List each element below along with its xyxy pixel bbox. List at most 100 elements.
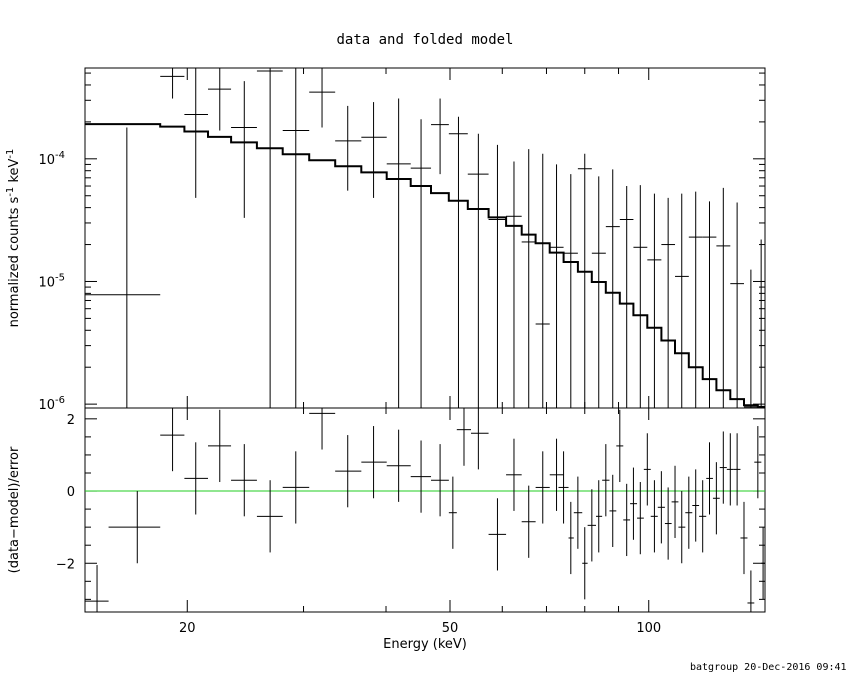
data-point [688, 191, 703, 408]
y-tick-label: 0 [67, 485, 75, 500]
data-point [743, 269, 758, 408]
residual-point [506, 438, 522, 511]
residual-point [160, 408, 185, 472]
spectrum-y-axis-title-sup1: -1 [5, 187, 16, 197]
spectrum-y-tick-labels: 10-410-510-6 [38, 150, 65, 413]
residual-point [85, 565, 109, 612]
residual-point [521, 485, 536, 558]
residual-point [678, 491, 686, 564]
y-tick-label: 2 [67, 413, 75, 428]
residual-point [361, 426, 387, 499]
data-point [591, 176, 606, 408]
y-tick-label: −2 [56, 557, 75, 572]
residual-point [431, 444, 449, 517]
y-tick-label-base: 10 [38, 153, 55, 168]
data-point [702, 201, 717, 408]
residual-point [623, 483, 631, 557]
residual-y-tick-labels: 2 0 −2 [56, 413, 75, 572]
data-point [506, 161, 522, 408]
footer-timestamp: batgroup 20-Dec-2016 09:41 [690, 662, 847, 673]
spectrum-panel-ticks [85, 68, 765, 408]
residual-point [740, 501, 748, 575]
x-tick-label: 20 [179, 621, 196, 636]
residual-point [699, 480, 707, 553]
y-tick-label: 10-5 [38, 272, 65, 290]
residual-y-axis-title: (data−model)/error [7, 446, 22, 573]
y-tick-label: 10-4 [38, 150, 65, 168]
data-point [231, 81, 257, 218]
residual-point [733, 433, 741, 506]
energy-x-tick-labels: 20 50 100 [179, 621, 661, 636]
y-tick-label-base: 10 [38, 275, 55, 290]
residual-point [582, 527, 588, 600]
residual-point [637, 482, 644, 555]
residual-point [208, 409, 232, 483]
x-tick-label: 100 [636, 621, 661, 636]
residual-point [470, 408, 489, 470]
residual-point [596, 480, 603, 553]
residual-point [609, 474, 617, 548]
data-point [448, 116, 468, 408]
data-point [431, 98, 449, 175]
data-point [716, 187, 731, 408]
folded-model-histogram [85, 123, 765, 408]
residual-point [231, 444, 257, 517]
residual-point [602, 444, 610, 517]
data-point [675, 193, 689, 408]
data-point [410, 119, 432, 408]
residual-point [535, 451, 550, 524]
data-point [309, 68, 336, 128]
spectrum-y-axis-title-part2: keV [7, 158, 22, 186]
residual-point [643, 433, 651, 506]
spectrum-y-axis-title: normalized counts s-1 keV-1 [5, 149, 23, 328]
x-tick-label: 50 [442, 621, 459, 636]
residual-point [630, 467, 638, 540]
residual-point [650, 480, 658, 553]
residual-point [568, 501, 574, 575]
residual-point [386, 429, 411, 502]
residual-point [448, 476, 457, 549]
residual-panel-frame [84, 407, 766, 613]
residual-point [761, 527, 765, 600]
data-point [549, 164, 564, 408]
y-tick-label-exponent: -4 [55, 150, 65, 161]
data-point [361, 102, 387, 198]
data-point [563, 174, 578, 408]
data-points [85, 68, 765, 408]
data-point [605, 169, 620, 408]
residual-point [108, 491, 161, 564]
data-point [335, 105, 362, 191]
residual-point [719, 431, 727, 504]
residual-point [256, 480, 283, 553]
residual-panel: 20−2 20 50 100 (data−model)/error Energy (… [7, 407, 766, 652]
spectrum-panel: 10-410-510-6 normalized counts s-1 keV-1 [5, 67, 766, 413]
residual-point [282, 451, 310, 524]
data-point [282, 68, 310, 408]
residual-point [692, 469, 700, 542]
y-tick-label-exponent: -6 [55, 395, 65, 406]
data-point [577, 153, 592, 408]
data-point [488, 144, 507, 408]
residual-point [309, 408, 336, 450]
data-point [160, 68, 185, 99]
y-tick-label: 10-6 [38, 395, 65, 413]
residual-point [685, 476, 693, 549]
data-point [521, 149, 536, 408]
residual-point [184, 442, 209, 515]
residual-point [558, 451, 569, 524]
folded-model-line [85, 123, 765, 408]
residual-point [706, 442, 713, 515]
data-point [256, 68, 283, 408]
energy-x-axis-title: Energy (keV) [383, 637, 467, 652]
y-tick-label-exponent: -5 [55, 272, 65, 283]
residual-point [671, 465, 679, 538]
residual-point [488, 498, 507, 571]
residual-point [657, 471, 665, 544]
residual-points [85, 408, 765, 612]
spectrum-y-axis-title-part1: normalized counts s [7, 196, 22, 327]
data-point [467, 133, 489, 408]
data-point [184, 68, 209, 198]
y-tick-label-base: 10 [38, 398, 55, 413]
residual-point [664, 487, 672, 560]
